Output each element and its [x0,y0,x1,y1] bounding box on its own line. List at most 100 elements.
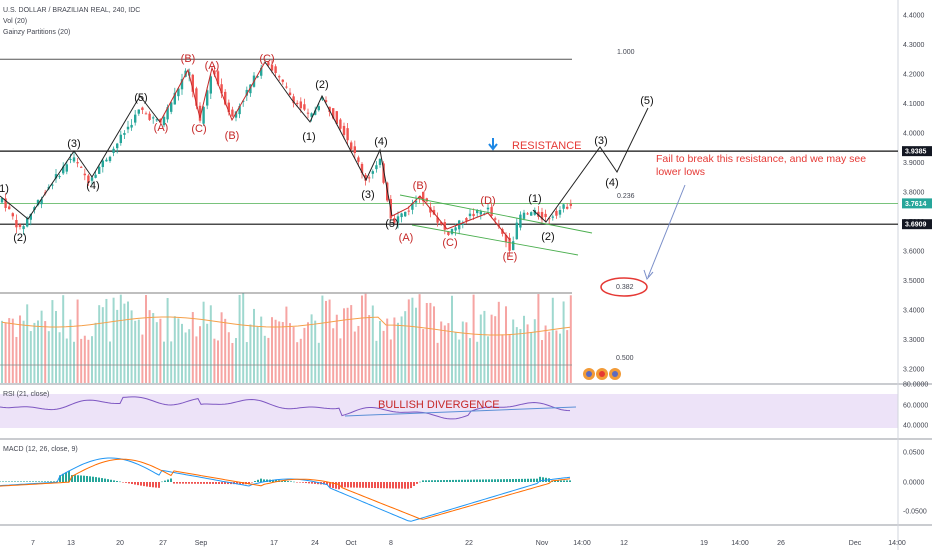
candle-body [87,175,90,184]
time-tick-label: Nov [536,540,549,547]
macd-histogram-bar [497,479,499,482]
macd-histogram-bar [455,479,457,482]
candle-body [432,209,436,215]
time-tick-label: 17 [270,540,278,547]
macd-histogram-bar [362,482,364,488]
macd-histogram-bar [383,482,385,489]
candle-body [501,229,504,234]
macd-histogram-bar [311,482,313,484]
macd-histogram-bar [5,481,7,482]
macd-histogram-bar [29,481,31,482]
wave-label: (2) [541,231,554,243]
price-tag [902,146,932,157]
macd-histogram-bar [338,482,340,490]
macd-histogram-bar [137,482,139,486]
macd-histogram-bar [161,481,163,483]
candle-body [522,212,526,219]
volume-bar [159,318,162,383]
candle-body [353,146,356,154]
volume-bar [551,297,554,383]
wave-label: (3) [67,138,80,150]
fib-0500-label: 0.500 [616,355,634,362]
candle-body [364,174,367,181]
volume-bar [325,300,327,383]
macd-histogram-bar [485,479,487,482]
candle-body [342,125,346,135]
price-tag [902,198,932,209]
volume-bar [436,342,439,383]
wave-label: (C) [191,123,206,135]
volume-bar [339,338,342,383]
macd-histogram-bar [488,479,490,482]
macd-histogram-bar [26,481,28,482]
candle-body [134,114,137,123]
macd-histogram-bar [368,482,370,488]
macd-histogram-bar [425,480,427,482]
signal-line [0,458,571,520]
macd-histogram-bar [104,478,106,482]
candle-body [414,200,418,203]
candle-body [126,126,130,130]
volume-ma [1,316,571,336]
volume-bar [321,295,324,383]
candle-body [180,79,184,90]
volume-bar [281,322,284,383]
candle-body [321,97,324,100]
candle-body [11,213,14,217]
fib-0382-label: 0.382 [616,284,634,291]
volume-bar [447,323,450,383]
macd-histogram-bar [569,480,571,482]
macd-histogram-bar [371,482,373,488]
rsi-tick-label: 60.0000 [903,403,928,410]
wave-label: (B) [225,130,240,142]
candle-body [447,231,450,235]
volume-bar [415,307,417,383]
volume-bar [393,317,396,383]
macd-histogram-bar [563,480,565,482]
volume-bar [368,315,371,383]
symbol-title: U.S. DOLLAR / BRAZILIAN REAL, 240, IDC [3,7,141,14]
macd-histogram-bar [440,480,442,482]
candle-body [22,226,25,230]
candle-body [317,106,320,111]
volume-bar [206,323,209,383]
macd-histogram-bar [95,477,97,482]
price-tag-label: 3.7614 [905,201,927,208]
time-tick-label: Oct [346,540,357,547]
macd-histogram-bar [0,481,1,482]
candle-body [303,104,306,110]
volume-bar [317,342,320,383]
macd-histogram-bar [173,482,175,484]
volume-bar [231,342,234,383]
macd-histogram-bar [359,482,361,488]
macd-histogram-bar [101,478,103,482]
candle-body [508,237,511,251]
macd-histogram-bar [407,482,409,489]
macd-histogram-bar [83,475,85,482]
macd-histogram-bar [80,475,82,482]
volume-bar [267,337,270,383]
candle-body [314,110,317,115]
volume-bar [389,339,392,383]
wave-label: (A) [154,122,169,134]
time-tick-label: 8 [389,540,393,547]
candle-body [40,199,43,205]
macd-histogram-bar [224,482,226,485]
candle-body [116,143,119,149]
resistance-label: RESISTANCE [512,140,581,152]
candle-body [396,216,400,223]
volume-bar [123,303,126,383]
candle-body [371,171,374,174]
candle-body [332,108,335,119]
volume-bar [242,293,245,383]
indicator-badges[interactable] [583,368,621,380]
candle-body [537,211,540,217]
time-tick-label: 14:00 [731,540,749,547]
macd-histogram-bar [71,475,73,482]
price-tick-label: 3.4000 [903,308,925,315]
volume-bar [33,322,36,383]
macd-histogram-bar [53,481,55,482]
candle-body [378,158,382,165]
candle-body [540,212,544,220]
